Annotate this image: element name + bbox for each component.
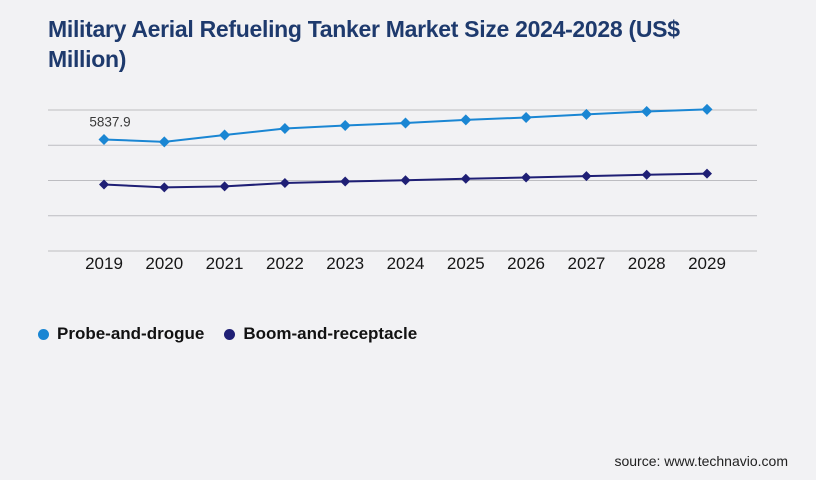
data-point-marker-boom-and-receptacle xyxy=(641,169,652,180)
x-axis-label: 2028 xyxy=(628,254,666,273)
data-point-marker-probe-and-drogue xyxy=(460,114,472,126)
data-point-marker-probe-and-drogue xyxy=(520,111,532,123)
legend-item-probe-and-drogue: Probe-and-drogue xyxy=(38,324,204,344)
data-point-marker-probe-and-drogue xyxy=(219,129,231,141)
line-chart: 2019 2020 2021 2022 2023 2024 2025 2026 2027 2028… xyxy=(48,103,757,273)
x-axis-label: 2020 xyxy=(145,254,183,273)
data-point-marker-boom-and-receptacle xyxy=(99,179,109,190)
data-point-marker-boom-and-receptacle xyxy=(340,176,351,187)
data-point-marker-probe-and-drogue xyxy=(400,117,411,129)
data-point-marker-probe-and-drogue xyxy=(641,106,653,118)
x-axis-label: 2024 xyxy=(387,254,425,273)
data-point-marker-probe-and-drogue xyxy=(98,133,110,145)
data-label: 5837.9 xyxy=(89,114,130,129)
data-point-marker-probe-and-drogue xyxy=(279,123,291,135)
source-attribution: source: www.technavio.com xyxy=(614,453,788,469)
x-axis-label: 2023 xyxy=(326,254,364,273)
x-axis-label: 2026 xyxy=(507,254,545,273)
x-axis-label: 2025 xyxy=(447,254,485,273)
data-point-marker-probe-and-drogue xyxy=(158,136,170,148)
data-point-marker-probe-and-drogue xyxy=(701,103,713,115)
data-point-marker-probe-and-drogue xyxy=(339,119,351,131)
legend-label: Boom-and-receptacle xyxy=(243,324,418,343)
legend: Probe-and-drogue Boom-and-receptacle xyxy=(38,324,417,344)
data-point-marker-probe-and-drogue xyxy=(580,108,592,120)
x-axis-label: 2021 xyxy=(206,254,244,273)
legend-label: Probe-and-drogue xyxy=(57,324,205,343)
x-axis-label: 2027 xyxy=(567,254,605,273)
data-point-marker-boom-and-receptacle xyxy=(400,175,411,186)
data-point-marker-boom-and-receptacle xyxy=(460,173,471,184)
x-axis-label: 2019 xyxy=(85,254,123,273)
legend-swatch-icon xyxy=(224,328,236,340)
data-point-marker-boom-and-receptacle xyxy=(702,168,712,179)
legend-item-boom-and-receptacle: Boom-and-receptacle xyxy=(224,324,417,344)
data-point-marker-boom-and-receptacle xyxy=(521,172,532,183)
data-point-marker-boom-and-receptacle xyxy=(279,177,290,188)
data-point-marker-boom-and-receptacle xyxy=(581,171,592,182)
x-axis-label: 2022 xyxy=(266,254,304,273)
data-point-marker-boom-and-receptacle xyxy=(219,181,230,192)
legend-swatch-icon xyxy=(38,328,49,340)
data-point-marker-boom-and-receptacle xyxy=(159,182,170,193)
x-axis-label: 2029 xyxy=(688,254,726,273)
chart-title: Military Aerial Refueling Tanker Market … xyxy=(48,16,680,72)
